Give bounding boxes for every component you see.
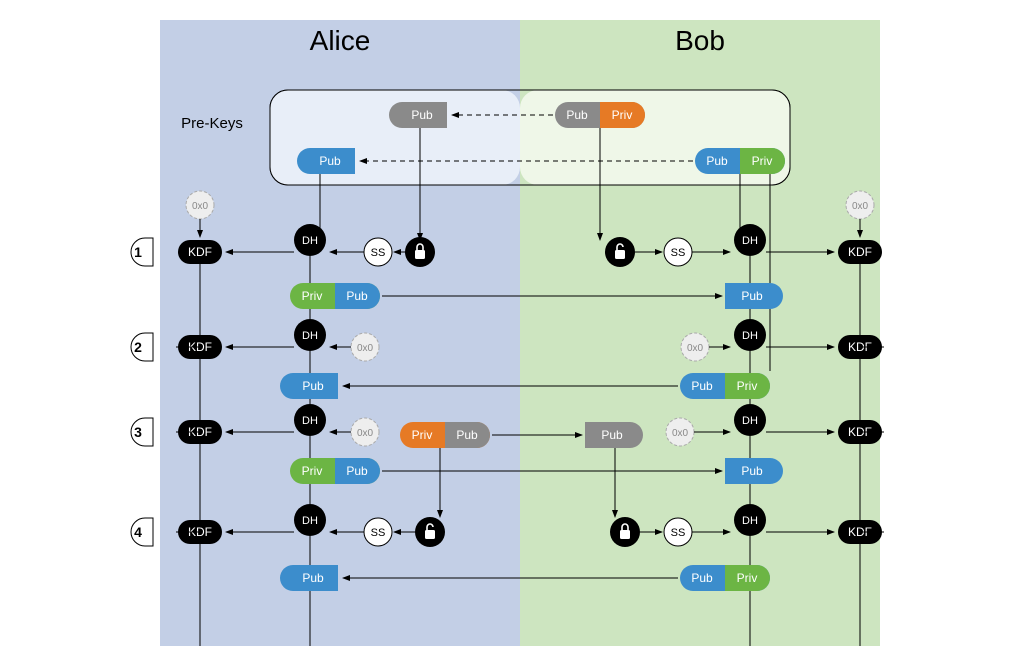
ss-label: SS	[671, 247, 686, 259]
lock-closed-icon	[610, 517, 640, 547]
step-2: 2	[131, 333, 153, 361]
zero-bob-3: 0x0	[666, 418, 694, 446]
pub-label: Pub	[302, 379, 324, 393]
lock-closed-icon	[405, 237, 435, 267]
alice-keypair-3: Priv Pub	[290, 458, 380, 484]
step-2-label: 2	[134, 339, 142, 355]
pub-label: Pub	[346, 464, 368, 478]
pub-label: Pub	[741, 289, 763, 303]
step-1: 1	[131, 238, 153, 266]
alice-recv-pub-4: Pub	[280, 565, 338, 591]
ss-label: SS	[671, 527, 686, 539]
dh-label: DH	[302, 330, 318, 342]
lock-open-icon	[605, 237, 635, 267]
priv-label: Priv	[612, 108, 633, 122]
alice-title: Alice	[310, 25, 371, 56]
step-4: 4	[131, 518, 153, 546]
priv-label: Priv	[302, 464, 323, 478]
pub-label: Pub	[346, 289, 368, 303]
priv-label: Priv	[752, 154, 773, 168]
prekeys-label: Pre-Keys	[181, 115, 243, 132]
dh-label: DH	[742, 330, 758, 342]
bob-recv-id-pub-3: Pub	[585, 422, 643, 448]
kdf-label: KDF	[188, 245, 212, 259]
prekey-box: Pre-Keys	[181, 90, 790, 185]
bob-signed-prekey: Pub Priv	[695, 148, 785, 174]
priv-label: Priv	[412, 428, 433, 442]
step-3: 3	[131, 418, 153, 446]
step-4-label: 4	[134, 524, 142, 540]
alice-recv-id-pub: Pub	[389, 102, 447, 128]
zero-label: 0x0	[357, 428, 374, 439]
zero-alice-top: 0x0	[186, 191, 214, 219]
kdf-label: KDF	[848, 245, 872, 259]
zero-label: 0x0	[852, 201, 869, 212]
alice-recv-prekey-pub: Pub	[297, 148, 355, 174]
dh-label: DH	[302, 515, 318, 527]
ratchet-diagram: Alice Bob 1 2 3 4 Pre-Keys Pub Priv Pub …	[0, 0, 1024, 646]
pub-label: Pub	[691, 379, 713, 393]
priv-label: Priv	[737, 571, 758, 585]
dh-label: DH	[742, 235, 758, 247]
zero-bob-top: 0x0	[846, 191, 874, 219]
zero-label: 0x0	[192, 201, 209, 212]
pub-label: Pub	[456, 428, 478, 442]
dh-label: DH	[302, 415, 318, 427]
zero-bob-2: 0x0	[681, 333, 709, 361]
ss-label: SS	[371, 527, 386, 539]
priv-label: Priv	[737, 379, 758, 393]
bob-recv-pub-1: Pub	[725, 283, 783, 309]
bob-recv-pub-3: Pub	[725, 458, 783, 484]
pub-label: Pub	[741, 464, 763, 478]
priv-label: Priv	[302, 289, 323, 303]
dh-label: DH	[742, 515, 758, 527]
zero-label: 0x0	[687, 343, 704, 354]
ss-label: SS	[371, 247, 386, 259]
dh-label: DH	[742, 415, 758, 427]
zero-label: 0x0	[672, 428, 689, 439]
dh-label: DH	[302, 235, 318, 247]
pub-label: Pub	[566, 108, 588, 122]
bob-keypair-2: Pub Priv	[680, 373, 770, 399]
lock-open-icon	[415, 517, 445, 547]
pub-label: Pub	[706, 154, 728, 168]
step-1-label: 1	[134, 244, 142, 260]
pub-label: Pub	[319, 154, 341, 168]
alice-recv-pub-2: Pub	[280, 373, 338, 399]
pub-label: Pub	[302, 571, 324, 585]
zero-label: 0x0	[357, 343, 374, 354]
zero-alice-3: 0x0	[351, 418, 379, 446]
pub-label: Pub	[411, 108, 433, 122]
alice-keypair-1: Priv Pub	[290, 283, 380, 309]
zero-alice-2: 0x0	[351, 333, 379, 361]
pub-label: Pub	[601, 428, 623, 442]
pub-label: Pub	[691, 571, 713, 585]
alice-id-keypair-3: Priv Pub	[400, 422, 490, 448]
step-badges: 1 2 3 4	[131, 238, 153, 546]
bob-title: Bob	[675, 25, 725, 56]
bob-keypair-4: Pub Priv	[680, 565, 770, 591]
bob-id-keypair: Pub Priv	[555, 102, 645, 128]
step-3-label: 3	[134, 424, 142, 440]
